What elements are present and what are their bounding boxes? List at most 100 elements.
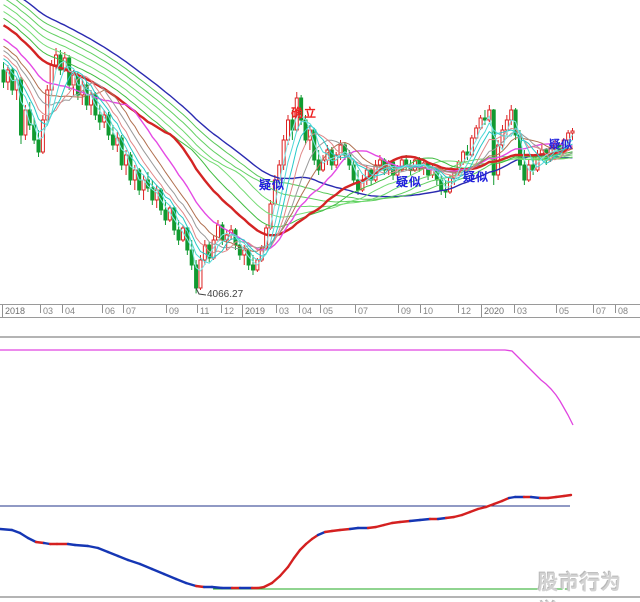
watermark-text: 股市行为学: [538, 572, 622, 602]
indicator-signal-segment: [382, 521, 394, 527]
indicator-signal-segment: [278, 565, 290, 578]
indicator-signal-segment: [304, 537, 314, 546]
ma-magenta: [3, 38, 573, 251]
time-axis-month-label: 11: [197, 305, 209, 316]
indicator-signal-segment: [348, 526, 360, 531]
indicator-signal-segment: [298, 542, 308, 552]
indicator-signal-segment: [262, 581, 274, 589]
indicator-signal-segment: [408, 518, 422, 523]
candle: [250, 264, 255, 271]
indicator-signal-segment: [292, 548, 302, 560]
indicator-signal-segment: [484, 502, 496, 509]
indicator-signal-segment: [96, 546, 110, 554]
candle: [399, 159, 404, 171]
candle: [198, 259, 203, 289]
candle: [526, 164, 531, 181]
ma-slow-navy: [23, 0, 573, 198]
indicator-signal-segment: [270, 574, 282, 585]
indicator-signal-segment: [330, 528, 342, 533]
time-axis-month-label: 03: [40, 305, 53, 316]
indicator-signal-segment: [452, 513, 464, 519]
candle: [566, 132, 571, 141]
ma-brown: [3, 45, 573, 252]
indicator-signal-segment: [116, 554, 130, 562]
candle: [180, 227, 185, 241]
candle: [97, 114, 102, 123]
candle: [504, 119, 509, 131]
indicator-magenta-line: [0, 349, 574, 426]
trend-annotation: 确立: [291, 106, 318, 120]
time-axis-month-label: 09: [166, 305, 179, 316]
indicator-signal-segment: [86, 544, 100, 550]
candle: [316, 159, 321, 171]
time-axis-month-label: 08: [615, 305, 628, 316]
indicator-signal-segment: [10, 528, 22, 535]
indicator-signal-segment: [374, 523, 386, 529]
indicator-signal-segment: [418, 517, 432, 522]
indicator-signal-segment: [310, 533, 320, 541]
indicator-signal-segment: [366, 525, 378, 530]
candle: [509, 109, 514, 121]
candle: [150, 187, 155, 201]
indicator-signal-segment: [194, 584, 206, 589]
candle: [286, 119, 291, 141]
indicator-signal-segment: [398, 519, 412, 524]
trend-annotation: 疑似: [463, 170, 490, 184]
time-axis[interactable]: 2018 03 04 06 07 09 11 12 2019 03 04 05 07 09 10 12 2020…: [0, 304, 640, 318]
ma-green-4: [3, 11, 573, 218]
time-axis-month-label: 12: [458, 305, 471, 316]
indicator-panel[interactable]: [0, 349, 574, 590]
indicator-signal-segment: [492, 499, 504, 506]
candle: [491, 109, 496, 176]
candle: [19, 79, 24, 136]
indicator-signal-segment: [546, 495, 558, 500]
indicator-signal-segment: [26, 536, 38, 544]
time-axis-year-label: 2019: [242, 305, 265, 317]
candle: [277, 164, 282, 181]
indicator-signal-segment: [554, 494, 566, 499]
candle: [351, 164, 356, 181]
candle: [356, 179, 361, 191]
indicator-signal-segment: [138, 562, 154, 571]
candle: [132, 169, 137, 181]
trend-annotation: 疑似: [259, 178, 286, 192]
indicator-signal-segment: [174, 577, 188, 585]
low-price-label: 4066.27: [207, 289, 244, 300]
indicator-signal-segment: [18, 531, 30, 540]
candle: [36, 139, 41, 153]
indicator-signal-segment: [150, 567, 166, 576]
indicator-signal-segment: [0, 527, 14, 532]
panel-separators: [0, 336, 640, 598]
ma-gray: [3, 50, 573, 250]
candle: [570, 130, 575, 134]
candle: [1, 69, 6, 83]
indicator-signal-segment: [286, 556, 296, 569]
indicator-signal-segment: [106, 550, 120, 558]
indicator-signal-segment: [476, 505, 488, 511]
candle: [176, 229, 181, 241]
candle: [119, 137, 124, 166]
candle: [102, 114, 107, 123]
indicator-signal-segment: [126, 558, 142, 566]
candle: [377, 159, 382, 166]
time-axis-month-label: 09: [398, 305, 411, 316]
price-panel-ma-ribbon: [2, 0, 573, 272]
time-axis-month-label: 04: [62, 305, 75, 316]
time-axis-year-label: 2020: [481, 305, 504, 317]
time-axis-month-label: 12: [221, 305, 234, 316]
indicator-signal-segment: [338, 527, 352, 532]
ma-cyan-2: [3, 62, 573, 264]
candle: [482, 117, 487, 121]
time-axis-month-label: 07: [593, 305, 606, 316]
indicator-signal-segment: [390, 520, 402, 525]
candle: [531, 164, 536, 171]
ma-cyan-3: [3, 60, 573, 272]
time-axis-month-label: 07: [355, 305, 368, 316]
indicator-signal-segment: [468, 507, 480, 514]
indicator-signal-segment: [500, 496, 511, 503]
indicator-signal-segment: [436, 516, 448, 521]
candle: [404, 159, 409, 166]
indicator-signal-segment: [444, 515, 456, 520]
